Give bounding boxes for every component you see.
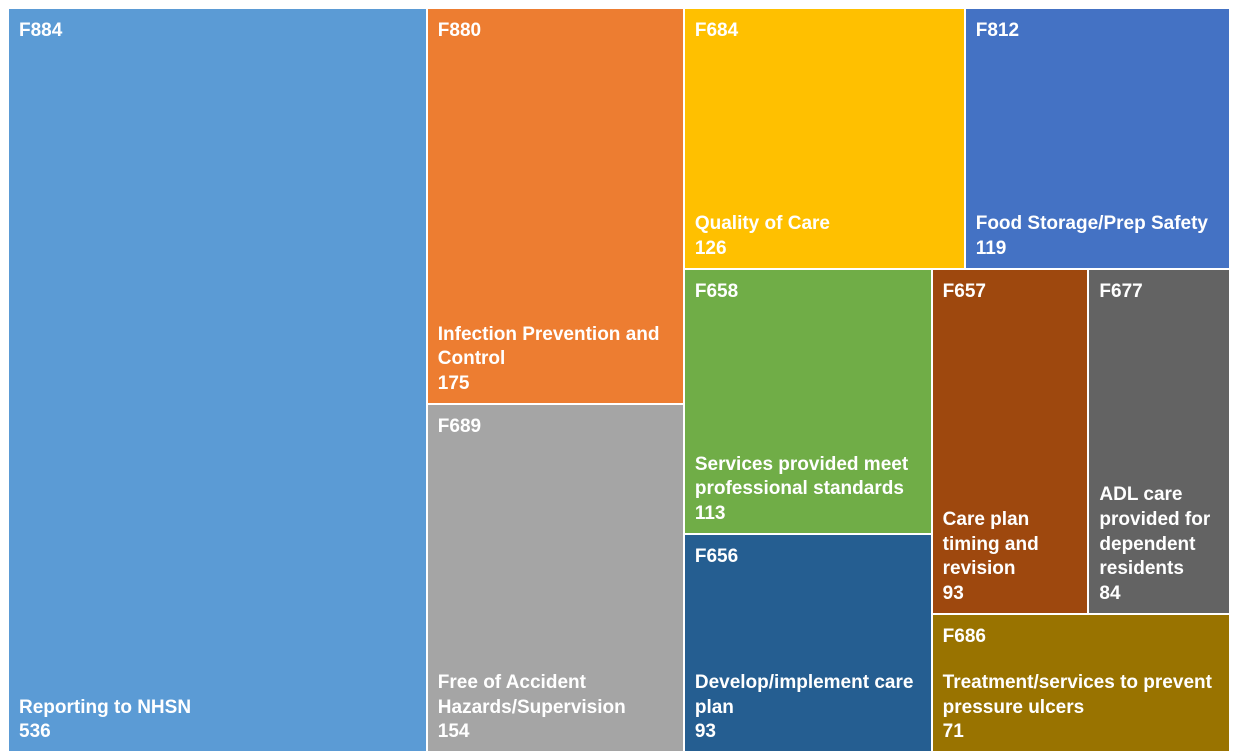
tile-value: 536 [19, 721, 51, 743]
tile-name: Care plan timing and revision [942, 508, 1039, 580]
tile-value: 84 [1099, 582, 1121, 604]
tile-footer: Infection Prevention and Control 175 [438, 323, 675, 397]
tile-value: 154 [437, 721, 470, 743]
tile-name: Infection Prevention and Control [437, 323, 660, 370]
treemap-tile: F812 Food Storage/Prep Safety 119 [964, 8, 1230, 269]
tile-code: F656 [694, 545, 739, 567]
tile-name: Develop/implement care plan [694, 671, 914, 718]
treemap-tile: F684 Quality of Care 126 [683, 8, 965, 269]
treemap-tile: F884 Reporting to NHSN 536 [8, 8, 427, 752]
tile-code: F884 [19, 20, 63, 41]
tile-value: 93 [694, 721, 716, 743]
tile-code: F658 [694, 280, 739, 302]
tile-name: Services provided meet professional stan… [694, 453, 909, 500]
tile-code: F657 [942, 280, 986, 302]
treemap-tile: F658 Services provided meet professional … [683, 268, 932, 534]
tile-name: Treatment/services to prevent pressure u… [942, 671, 1212, 718]
tile-name: Free of Accident Hazards/Supervision [437, 671, 626, 718]
tile-code: F812 [975, 20, 1020, 41]
tile-footer: Develop/implement care plan 93 [695, 671, 923, 745]
tile-name: Reporting to NHSN [19, 696, 192, 718]
tile-code: F677 [1099, 280, 1143, 302]
tile-name: Food Storage/Prep Safety [975, 213, 1208, 235]
tile-value: 175 [437, 373, 470, 395]
tile-value: 71 [942, 721, 964, 743]
treemap-tile: F656 Develop/implement care plan 93 [683, 533, 932, 752]
tile-footer: Quality of Care 126 [695, 212, 956, 261]
tile-name: Quality of Care [694, 213, 830, 235]
treemap-tile: F689 Free of Accident Hazards/Supervision… [426, 403, 684, 752]
tile-code: F684 [694, 20, 739, 41]
tile-code: F880 [437, 20, 482, 41]
tile-value: 126 [694, 238, 727, 260]
tile-footer: Free of Accident Hazards/Supervision 154 [438, 671, 675, 745]
treemap-tile: F657 Care plan timing and revision 93 [931, 268, 1089, 614]
treemap-tile: F686 Treatment/services to prevent pressu… [931, 613, 1230, 752]
tile-value: 93 [942, 582, 964, 604]
tile-footer: Care plan timing and revision 93 [943, 508, 1080, 607]
tile-footer: Treatment/services to prevent pressure u… [943, 671, 1221, 745]
tile-code: F689 [437, 415, 482, 437]
tile-footer: Reporting to NHSN 536 [19, 696, 418, 745]
tile-value: 119 [975, 238, 1007, 260]
treemap-tile: F880 Infection Prevention and Control 175 [426, 8, 684, 404]
treemap-tile: F677 ADL care provided for dependent resi… [1088, 268, 1230, 614]
tile-footer: ADL care provided for dependent resident… [1099, 483, 1221, 606]
tile-name: ADL care provided for dependent resident… [1099, 484, 1211, 580]
tile-footer: Services provided meet professional stan… [695, 453, 923, 527]
tile-code: F686 [942, 625, 986, 647]
tile-value: 113 [694, 503, 726, 525]
treemap: F884 Reporting to NHSN 536 F880 Infection Pr… [8, 8, 1230, 752]
tile-footer: Food Storage/Prep Safety 119 [976, 212, 1221, 261]
